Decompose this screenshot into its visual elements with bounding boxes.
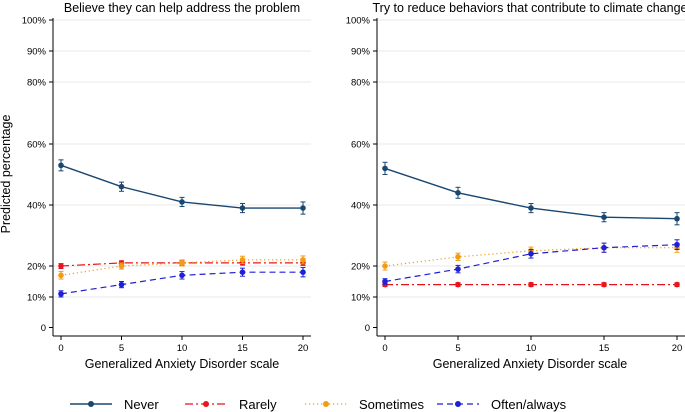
legend-item-rarely: Rarely [185, 397, 277, 412]
series-left-often-always [58, 267, 306, 298]
data-point-left-never-15 [239, 205, 246, 211]
panel-right-title: Try to reduce behaviors that contribute … [373, 1, 685, 15]
data-point-right-often-always-5 [455, 266, 461, 272]
series-line-left-sometimes [60, 259, 303, 276]
data-point-left-sometimes-20 [300, 257, 306, 263]
data-point-right-never-10 [528, 205, 534, 211]
panel-right-x-axis-label: Generalized Anxiety Disorder scale [433, 357, 628, 371]
y-tick-label-left-10: 10% [27, 292, 47, 303]
legend-label-sometimes: Sometimes [359, 397, 425, 412]
legend-item-sometimes: Sometimes [305, 397, 425, 412]
x-tick-label-left-5: 5 [119, 343, 124, 354]
panel-left: Believe they can help address the proble… [22, 1, 311, 371]
data-point-left-never-5 [118, 183, 125, 190]
y-tick-label-left-80: 80% [27, 77, 47, 88]
data-point-right-sometimes-5 [455, 254, 461, 260]
series-line-right-sometimes [384, 247, 677, 267]
data-point-right-rarely-20 [674, 281, 680, 288]
legend-label-rarely: Rarely [239, 397, 277, 412]
x-tick-label-right-15: 15 [599, 343, 610, 354]
x-tick-label-left-0: 0 [58, 343, 63, 354]
data-point-left-often-always-20 [300, 269, 306, 276]
data-point-left-rarely-0 [58, 263, 64, 269]
y-tick-label-right-90: 90% [351, 46, 371, 57]
data-point-left-sometimes-15 [239, 257, 246, 263]
series-right-never [382, 161, 680, 226]
x-tick-label-left-15: 15 [237, 343, 248, 354]
data-point-right-never-15 [601, 214, 607, 220]
y-axis-label: Predicted percentage [0, 115, 13, 234]
data-point-right-often-always-15 [601, 244, 607, 251]
y-tick-label-right-40: 40% [351, 200, 371, 211]
data-point-left-often-always-10 [179, 272, 185, 279]
y-tick-label-right-0: 0 [365, 323, 370, 334]
data-point-right-never-5 [455, 190, 461, 196]
legend-item-often-always: Often/always [437, 397, 567, 412]
data-point-left-sometimes-10 [179, 260, 185, 266]
data-point-left-never-10 [179, 199, 185, 205]
y-tick-label-left-0: 0 [41, 323, 46, 334]
data-point-right-often-always-10 [528, 251, 534, 257]
data-point-left-never-0 [58, 162, 64, 169]
data-point-left-often-always-0 [58, 291, 64, 297]
panel-left-x-axis-label: Generalized Anxiety Disorder scale [85, 357, 280, 371]
y-tick-label-right-20: 20% [351, 261, 371, 272]
x-tick-label-right-10: 10 [526, 343, 537, 354]
series-right-often-always [382, 239, 680, 285]
legend-label-never: Never [124, 397, 159, 412]
y-tick-label-right-10: 10% [351, 292, 371, 303]
panel-left-title: Believe they can help address the proble… [64, 1, 300, 15]
data-point-right-never-20 [674, 215, 680, 222]
data-point-left-sometimes-0 [58, 272, 64, 279]
series-right-rarely [382, 281, 680, 288]
y-tick-label-left-100: 100% [22, 15, 47, 26]
y-tick-label-right-60: 60% [351, 139, 371, 150]
data-point-right-never-0 [382, 165, 388, 172]
data-point-left-sometimes-5 [118, 263, 125, 269]
data-point-right-rarely-15 [601, 281, 607, 288]
series-left-never [58, 159, 306, 215]
legend-label-often-always: Often/always [491, 397, 567, 412]
data-point-right-sometimes-0 [382, 263, 388, 269]
x-tick-label-right-5: 5 [455, 343, 460, 354]
x-tick-label-left-10: 10 [177, 343, 188, 354]
y-tick-label-left-40: 40% [27, 200, 47, 211]
y-tick-label-left-90: 90% [27, 46, 47, 57]
y-tick-label-left-60: 60% [27, 139, 47, 150]
y-tick-label-left-20: 20% [27, 261, 47, 272]
series-left-sometimes [58, 255, 306, 280]
data-point-right-rarely-5 [455, 281, 461, 288]
panel-right: Try to reduce behaviors that contribute … [346, 1, 685, 371]
data-point-left-often-always-5 [118, 281, 125, 288]
data-point-right-often-always-0 [382, 278, 388, 285]
legend-item-never: Never [70, 397, 159, 412]
data-point-left-never-20 [300, 205, 306, 211]
x-tick-label-right-20: 20 [672, 343, 683, 354]
y-tick-label-right-80: 80% [351, 77, 371, 88]
data-point-right-often-always-20 [674, 241, 680, 248]
legend: Never Rarely Sometimes Often/always [70, 397, 567, 412]
y-tick-label-right-100: 100% [346, 15, 371, 26]
data-point-right-rarely-10 [528, 281, 534, 288]
x-tick-label-left-20: 20 [298, 343, 309, 354]
x-tick-label-right-0: 0 [382, 343, 387, 354]
data-point-left-often-always-15 [239, 269, 246, 276]
